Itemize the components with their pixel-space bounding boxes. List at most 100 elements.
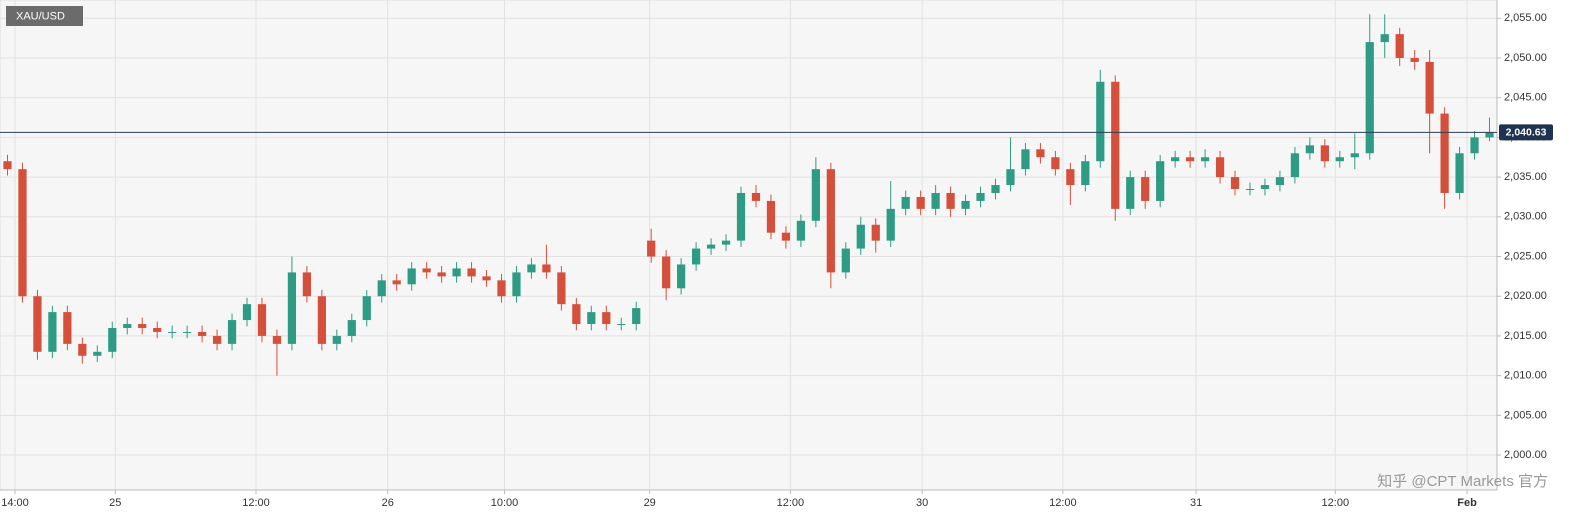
symbol-label: XAU/USD	[16, 10, 65, 22]
candle-body	[1200, 157, 1210, 162]
y-tick-label: 2,030.00	[1504, 211, 1547, 223]
candle-body	[302, 272, 312, 297]
candle-body	[1425, 61, 1434, 114]
watermark: 知乎 @CPT Markets 官方	[1377, 473, 1548, 490]
candle-body	[856, 224, 865, 249]
y-tick-label: 2,015.00	[1504, 330, 1547, 342]
x-tick-label: 14:00	[1, 497, 29, 509]
candle-body	[617, 324, 626, 326]
candle-body	[1245, 189, 1255, 191]
candle-body	[1230, 177, 1240, 190]
candle-body	[18, 169, 27, 297]
candle-body	[796, 220, 806, 241]
candle-body	[362, 296, 371, 321]
candle-body	[736, 192, 746, 241]
y-tick-label: 2,055.00	[1504, 12, 1547, 24]
last-price-badge	[1499, 124, 1553, 141]
candle-body	[766, 200, 776, 233]
candle-body	[811, 169, 820, 221]
candle-body	[437, 272, 446, 277]
candle-body	[168, 331, 177, 333]
candle-body	[1141, 177, 1150, 201]
candle-body	[826, 169, 835, 273]
candle-body	[197, 331, 207, 336]
y-tick-label: 2,005.00	[1504, 409, 1547, 421]
candle-body	[482, 276, 491, 281]
symbol-badge	[6, 6, 83, 26]
candle-body	[1335, 157, 1344, 162]
candle-body	[1036, 149, 1045, 158]
candle-body	[886, 208, 895, 241]
candle-body	[691, 248, 701, 265]
candle-body	[706, 244, 716, 249]
x-tick-label: 31	[1190, 497, 1202, 509]
candle-body	[272, 335, 282, 344]
candle-body	[961, 200, 970, 209]
candle-body	[153, 327, 162, 332]
y-tick-label: 2,000.00	[1504, 449, 1547, 461]
candle-body	[1156, 161, 1165, 201]
candle-body	[1021, 149, 1030, 170]
candle-body	[572, 304, 581, 325]
candle-body	[392, 280, 401, 285]
candle-body	[1111, 81, 1120, 209]
candle-body	[512, 272, 521, 297]
candle-body	[108, 327, 117, 352]
candle-body	[422, 268, 431, 273]
candle-body	[1066, 169, 1075, 186]
candle-body	[347, 320, 356, 336]
candle-body	[257, 304, 267, 336]
candle-body	[227, 320, 237, 344]
candle-body	[946, 192, 955, 209]
last-price-label: 2,040.63	[1506, 127, 1547, 139]
candle-body	[1260, 185, 1270, 190]
candle-body	[332, 335, 341, 344]
candle-body	[542, 264, 551, 273]
y-tick-label: 2,035.00	[1504, 171, 1547, 183]
candle-body	[1006, 169, 1015, 186]
y-tick-label: 2,025.00	[1504, 250, 1547, 262]
candle-body	[1470, 137, 1479, 154]
plot-area	[0, 0, 1498, 491]
candle-body	[1410, 57, 1419, 62]
candle-body	[901, 196, 910, 209]
candle-body	[1275, 177, 1285, 186]
candle-body	[931, 192, 940, 209]
candle-body	[1051, 157, 1060, 170]
candle-body	[317, 296, 326, 344]
candle-body	[647, 240, 656, 257]
candle-body	[48, 312, 57, 352]
candle-body	[632, 308, 641, 325]
candle-body	[452, 268, 461, 277]
x-tick-label: 29	[644, 497, 656, 509]
candle-body	[123, 324, 132, 328]
y-tick-label: 2,020.00	[1504, 290, 1547, 302]
x-tick-label: 12:00	[1322, 497, 1350, 509]
candle-body	[1081, 161, 1090, 186]
candle-body	[1096, 81, 1105, 162]
candle-body	[677, 264, 686, 289]
candle-body	[1305, 145, 1314, 154]
y-tick-label: 2,010.00	[1504, 370, 1547, 382]
x-tick-label: 10:00	[491, 497, 519, 509]
x-tick-label: Feb	[1457, 497, 1477, 509]
candle-body	[587, 312, 596, 325]
candle-body	[557, 272, 566, 305]
candle-body	[751, 192, 761, 201]
candle-body	[1320, 145, 1329, 162]
candle-body	[1290, 153, 1300, 178]
candle-body	[721, 240, 731, 245]
y-tick-label: 2,050.00	[1504, 52, 1547, 64]
candle-body	[1185, 157, 1195, 162]
candle-body	[242, 304, 252, 321]
candle-body	[781, 232, 791, 241]
candle-body	[976, 192, 985, 201]
candle-body	[287, 272, 297, 344]
x-tick-label: 12:00	[777, 497, 805, 509]
candle-body	[138, 324, 147, 328]
candle-body	[78, 343, 87, 356]
candles	[3, 14, 1494, 376]
candle-body	[1365, 42, 1374, 154]
candle-body	[527, 264, 536, 273]
